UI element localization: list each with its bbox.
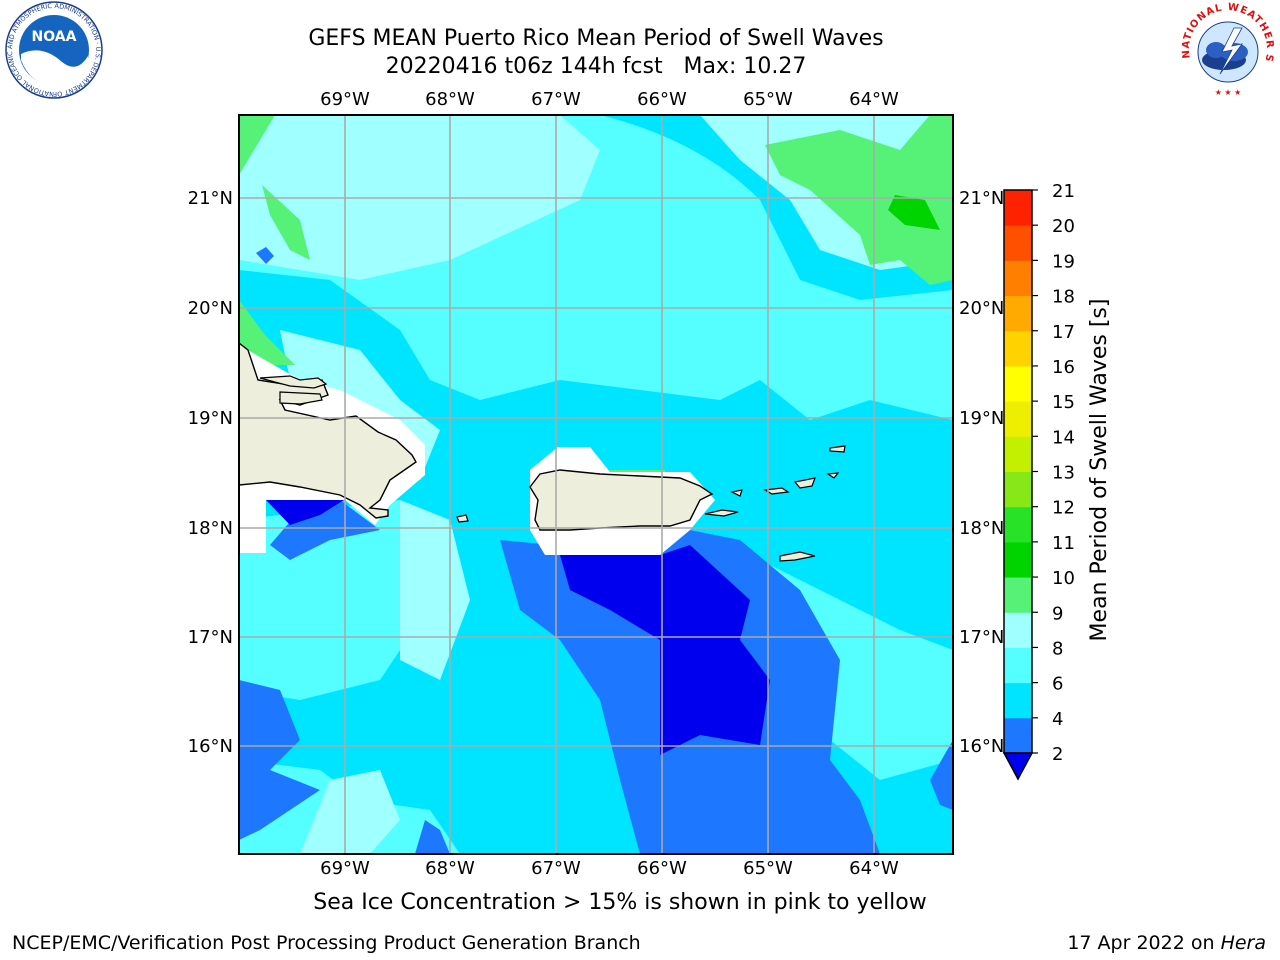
colorbar-segment bbox=[1004, 401, 1032, 437]
colorbar-tick-label: 17 bbox=[1052, 322, 1075, 343]
lat-label-right: 20°N bbox=[959, 298, 1004, 319]
colorbar-segment bbox=[1004, 577, 1032, 613]
colorbar-tick-label: 16 bbox=[1052, 357, 1075, 378]
lon-label-bottom: 69°W bbox=[320, 858, 370, 879]
lat-label-left: 19°N bbox=[188, 408, 233, 429]
colorbar-tick-label: 18 bbox=[1052, 287, 1075, 308]
nws-logo: NATIONAL WEATHER SERVICE ★ ★ ★ bbox=[1176, 0, 1275, 97]
lat-label-right: 18°N bbox=[959, 518, 1004, 539]
lon-label-bottom: 68°W bbox=[425, 858, 475, 879]
lon-label-bottom: 67°W bbox=[531, 858, 581, 879]
colorbar-tick-label: 11 bbox=[1052, 533, 1075, 554]
lon-label-top: 64°W bbox=[849, 89, 899, 110]
title-line-1: GEFS MEAN Puerto Rico Mean Period of Swe… bbox=[308, 26, 884, 51]
colorbar-label: Mean Period of Swell Waves [s] bbox=[1087, 299, 1112, 642]
colorbar-tick-label: 21 bbox=[1052, 181, 1075, 202]
footer-host: Hera bbox=[1220, 932, 1266, 954]
colorbar-tick-label: 13 bbox=[1052, 463, 1075, 484]
colorbar-tick-label: 20 bbox=[1052, 216, 1075, 237]
lat-label-right: 17°N bbox=[959, 627, 1004, 648]
svg-text:★ ★ ★: ★ ★ ★ bbox=[1215, 88, 1242, 97]
lon-label-top: 66°W bbox=[637, 89, 687, 110]
colorbar-segment bbox=[1004, 682, 1032, 719]
sea-ice-caption: Sea Ice Concentration > 15% is shown in … bbox=[313, 890, 927, 915]
colorbar-tick-label: 12 bbox=[1052, 498, 1075, 519]
lat-label-right: 16°N bbox=[959, 736, 1004, 757]
map-field bbox=[239, 115, 953, 854]
noaa-logo-text: NOAA bbox=[32, 29, 77, 45]
colorbar: 2 4 6 8 9 10 11 12 13 14 15 16 17 18 19 20 21 bbox=[1002, 181, 1075, 781]
colorbar-segment bbox=[1004, 330, 1032, 367]
colorbar-tick-label: 10 bbox=[1052, 568, 1075, 589]
colorbar-segment bbox=[1004, 260, 1032, 297]
map-gridlines bbox=[239, 115, 953, 854]
colorbar-tick-label: 15 bbox=[1052, 392, 1075, 413]
colorbar-segment bbox=[1004, 717, 1032, 754]
lat-label-left: 18°N bbox=[188, 518, 233, 539]
lat-label-left: 17°N bbox=[188, 627, 233, 648]
lon-label-bottom: 65°W bbox=[743, 858, 793, 879]
lat-label-left: 16°N bbox=[188, 736, 233, 757]
footer-branch: NCEP/EMC/Verification Post Processing Pr… bbox=[12, 932, 641, 954]
colorbar-segment bbox=[1004, 471, 1032, 508]
lon-label-top: 65°W bbox=[743, 89, 793, 110]
colorbar-segment bbox=[1004, 295, 1032, 332]
colorbar-segment bbox=[1004, 436, 1032, 472]
footer-date: 17 Apr 2022 on Hera bbox=[1067, 932, 1266, 954]
colorbar-tick-label: 8 bbox=[1052, 638, 1063, 659]
colorbar-segment bbox=[1004, 190, 1032, 226]
noaa-logo: NATIONAL OCEANIC AND ATMOSPHERIC ADMINIS… bbox=[2, 0, 103, 99]
colorbar-tick-label: 9 bbox=[1052, 603, 1063, 624]
lat-label-left: 20°N bbox=[188, 298, 233, 319]
colorbar-segment bbox=[1004, 612, 1032, 648]
lat-label-right: 19°N bbox=[959, 408, 1004, 429]
map-frame bbox=[238, 114, 954, 855]
colorbar-underflow-arrow bbox=[1002, 752, 1034, 781]
colorbar-tick-label: 4 bbox=[1052, 709, 1063, 730]
colorbar-segment bbox=[1004, 541, 1032, 578]
colorbar-segment bbox=[1004, 225, 1032, 261]
lon-label-bottom: 64°W bbox=[849, 858, 899, 879]
title-line-2: 20220416 t06z 144h fcst Max: 10.27 bbox=[385, 54, 807, 79]
colorbar-segment bbox=[1004, 647, 1032, 684]
lat-label-left: 21°N bbox=[188, 188, 233, 209]
colorbar-tick-label: 14 bbox=[1052, 427, 1075, 448]
lon-label-bottom: 66°W bbox=[637, 858, 687, 879]
colorbar-segment bbox=[1004, 506, 1032, 543]
footer-date-text: 17 Apr 2022 on bbox=[1067, 932, 1215, 954]
lat-label-right: 21°N bbox=[959, 188, 1004, 209]
colorbar-tick-label: 2 bbox=[1052, 744, 1063, 765]
lon-label-top: 68°W bbox=[425, 89, 475, 110]
colorbar-segment bbox=[1004, 365, 1032, 402]
lon-label-top: 67°W bbox=[531, 89, 581, 110]
colorbar-tick-label: 19 bbox=[1052, 251, 1075, 272]
colorbar-tick-label: 6 bbox=[1052, 674, 1063, 695]
lon-label-top: 69°W bbox=[320, 89, 370, 110]
